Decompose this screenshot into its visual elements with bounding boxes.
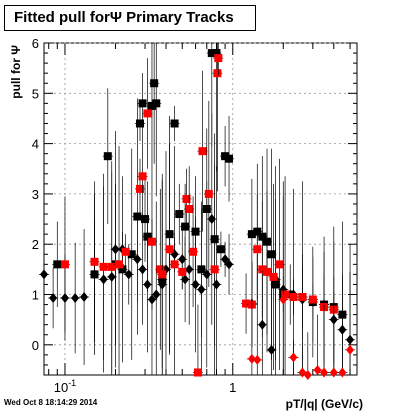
plot-area: 0 1 2 3 4 5 6 10-1 1 pT/|q| (GeV/c) pull for Ψ: [9, 36, 363, 411]
data-point-square: [182, 194, 191, 203]
data-point-square: [197, 265, 206, 274]
data-point-square: [158, 270, 167, 279]
data-point-square: [271, 280, 280, 289]
x-tick-label: 1: [229, 380, 236, 395]
data-point-diamond: [289, 352, 298, 363]
x-tick-label: 10-1: [54, 378, 76, 395]
data-point-square: [214, 54, 223, 63]
data-point-diamond: [247, 353, 256, 364]
data-point-square: [185, 205, 194, 213]
y-tick-label: 4: [32, 137, 39, 152]
data-point-diamond: [71, 293, 80, 304]
data-point-diamond: [124, 269, 133, 280]
data-point-square: [99, 262, 108, 271]
data-point-square: [210, 265, 219, 274]
data-point-square: [298, 293, 307, 302]
data-point-square: [147, 237, 156, 246]
data-point-square: [150, 79, 159, 88]
data-point-square: [263, 267, 272, 276]
data-point-square: [118, 265, 127, 274]
data-point-square: [216, 245, 225, 254]
data-point-square: [253, 245, 262, 254]
data-point-square: [213, 69, 222, 78]
data-point-square: [258, 265, 267, 274]
data-point-square: [147, 101, 156, 110]
data-point-square: [60, 260, 69, 269]
data-point-square: [267, 250, 276, 259]
data-point-square: [138, 99, 147, 108]
data-point-square: [225, 154, 234, 163]
data-point-square: [212, 49, 221, 58]
data-point-square: [202, 205, 211, 213]
data-point-diamond: [346, 344, 355, 355]
data-point-square: [242, 299, 251, 308]
data-point-diamond: [338, 367, 347, 378]
data-point-square: [175, 210, 184, 219]
data-point-square: [289, 293, 298, 302]
data-point-square: [135, 119, 144, 128]
data-point-square: [138, 172, 147, 181]
chart-title: Fitted pull forΨ Primary Tracks: [4, 5, 256, 31]
data-point-diamond: [181, 274, 190, 285]
data-point-diamond: [207, 214, 216, 225]
data-point-square: [193, 368, 202, 377]
data-point-square: [275, 260, 284, 269]
data-point-square: [135, 184, 144, 193]
y-tick-label: 6: [32, 36, 39, 51]
data-point-diamond: [303, 370, 312, 380]
data-point-diamond: [138, 264, 147, 275]
data-point-square: [152, 99, 161, 108]
data-point-square: [133, 212, 142, 221]
data-point-square: [198, 147, 207, 156]
data-point-square: [170, 260, 179, 269]
data-point-square: [141, 215, 150, 224]
data-point-square: [181, 222, 190, 231]
data-point-square: [156, 265, 165, 274]
data-point-diamond: [152, 289, 161, 300]
y-tick-label: 1: [32, 288, 39, 303]
y-tick-label: 2: [32, 237, 39, 252]
y-tick-label: 0: [32, 338, 39, 353]
timestamp: Wed Oct 8 18:14:29 2014: [4, 398, 98, 407]
y-axis-label: pull for Ψ: [9, 45, 23, 99]
data-point-square: [178, 267, 187, 276]
data-point-square: [127, 250, 136, 259]
data-point-square: [170, 119, 179, 128]
data-point-diamond: [49, 293, 58, 304]
data-point-square: [107, 262, 116, 271]
y-tick-label: 3: [32, 187, 39, 202]
data-point-square: [90, 257, 99, 266]
data-point-diamond: [80, 292, 89, 303]
data-point-square: [165, 245, 174, 254]
data-point-square: [189, 247, 198, 256]
data-point-square: [269, 272, 278, 281]
data-point-square: [308, 295, 317, 304]
data-point-square: [191, 227, 200, 236]
data-point-diamond: [320, 367, 329, 378]
data-point-square: [247, 230, 256, 239]
data-point-diamond: [279, 294, 288, 305]
data-point-square: [281, 290, 290, 299]
data-point-diamond: [253, 354, 262, 365]
data-point-diamond: [40, 269, 48, 280]
data-point-diamond: [329, 367, 338, 378]
data-point-square: [103, 152, 112, 161]
x-axis-label: pT/|q| (GeV/c): [286, 397, 363, 411]
data-point-square: [204, 189, 213, 198]
data-point-square: [115, 260, 124, 269]
data-point-diamond: [225, 259, 234, 270]
y-tick-label: 5: [32, 86, 39, 101]
data-point-square: [121, 247, 130, 256]
data-point-square: [53, 260, 62, 269]
plot-frame: [43, 42, 358, 376]
data-point-square: [143, 109, 152, 118]
data-point-square: [143, 232, 152, 241]
